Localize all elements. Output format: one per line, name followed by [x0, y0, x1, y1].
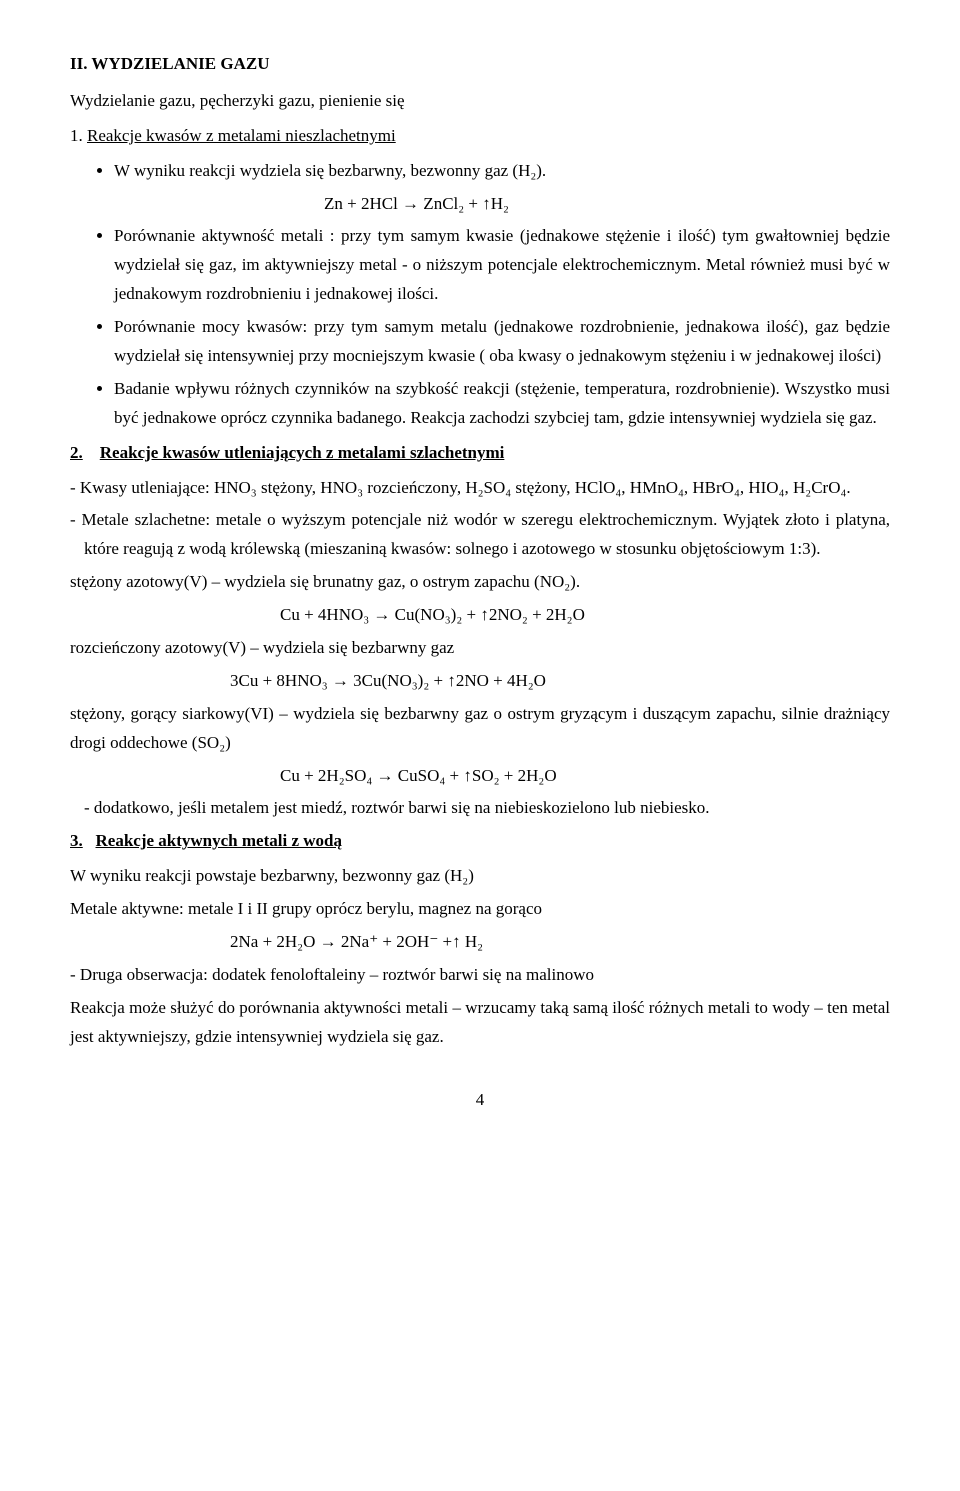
sec3-heading-text: Reakcje aktywnych metali z wodą — [96, 831, 342, 850]
sec3-p1: W wyniku reakcji powstaje bezbarwny, bez… — [70, 862, 890, 891]
sec2-eq3: 3Cu + 8HNO₃ → 3Cu(NO₃)₂ + ↑2NO + 4H₂O — [70, 667, 890, 696]
sec2-num: 2. — [70, 443, 83, 462]
sec2-p2: - Metale szlachetne: metale o wyższym po… — [70, 506, 890, 564]
sec1-b1-text: W wyniku reakcji wydziela się bezbarwny,… — [114, 157, 890, 186]
sec2-heading-text: Reakcje kwasów utleniających z metalami … — [100, 443, 505, 462]
sec1-b3: Porównanie mocy kwasów: przy tym samym m… — [114, 313, 890, 371]
section-title: II. WYDZIELANIE GAZU — [70, 50, 890, 79]
sec2-p3: stężony azotowy(V) – wydziela się brunat… — [70, 568, 890, 597]
sec2-sep — [87, 443, 96, 462]
sec3-p4: Reakcja może służyć do porównania aktywn… — [70, 994, 890, 1052]
subsection-1-heading: 1. Reakcje kwasów z metalami nieszlachet… — [70, 122, 890, 151]
sec3-eq5: 2Na + 2H₂O → 2Na⁺ + 2OH⁻ +↑ H₂ — [70, 928, 890, 957]
sec3-p2: Metale aktywne: metale I i II grupy opró… — [70, 895, 890, 924]
sec1-num: 1. — [70, 126, 83, 145]
sec2-eq2: Cu + 4HNO₃ → Cu(NO₃)₂ + ↑2NO₂ + 2H₂O — [70, 601, 890, 630]
sec1-b4: Badanie wpływu różnych czynników na szyb… — [114, 375, 890, 433]
sec3-sep — [87, 831, 91, 850]
subsection-3-heading: 3. Reakcje aktywnych metali z wodą — [70, 827, 890, 856]
sec3-p3: - Druga obserwacja: dodatek fenoloftalei… — [70, 961, 890, 990]
sec1-b2: Porównanie aktywność metali : przy tym s… — [114, 222, 890, 309]
sec1-b1: W wyniku reakcji wydziela się bezbarwny,… — [114, 157, 890, 219]
subsection-2-heading: 2. Reakcje kwasów utleniających z metala… — [70, 439, 890, 468]
sec2-p6: - dodatkowo, jeśli metalem jest miedź, r… — [70, 794, 890, 823]
sec2-eq4: Cu + 2H₂SO₄ → CuSO₄ + ↑SO₂ + 2H₂O — [70, 762, 890, 791]
sec3-num: 3. — [70, 831, 83, 850]
sec1-heading-text: Reakcje kwasów z metalami nieszlachetnym… — [87, 126, 396, 145]
sec1-bullets: W wyniku reakcji wydziela się bezbarwny,… — [70, 157, 890, 433]
intro-line: Wydzielanie gazu, pęcherzyki gazu, pieni… — [70, 87, 890, 116]
sec2-p5: stężony, gorący siarkowy(VI) – wydziela … — [70, 700, 890, 758]
sec2-p1: - Kwasy utleniające: HNO₃ stężony, HNO₃ … — [70, 474, 890, 503]
page-number: 4 — [70, 1086, 890, 1115]
sec1-eq1: Zn + 2HCl → ZnCl₂ + ↑H₂ — [114, 190, 890, 219]
sec2-p4: rozcieńczony azotowy(V) – wydziela się b… — [70, 634, 890, 663]
